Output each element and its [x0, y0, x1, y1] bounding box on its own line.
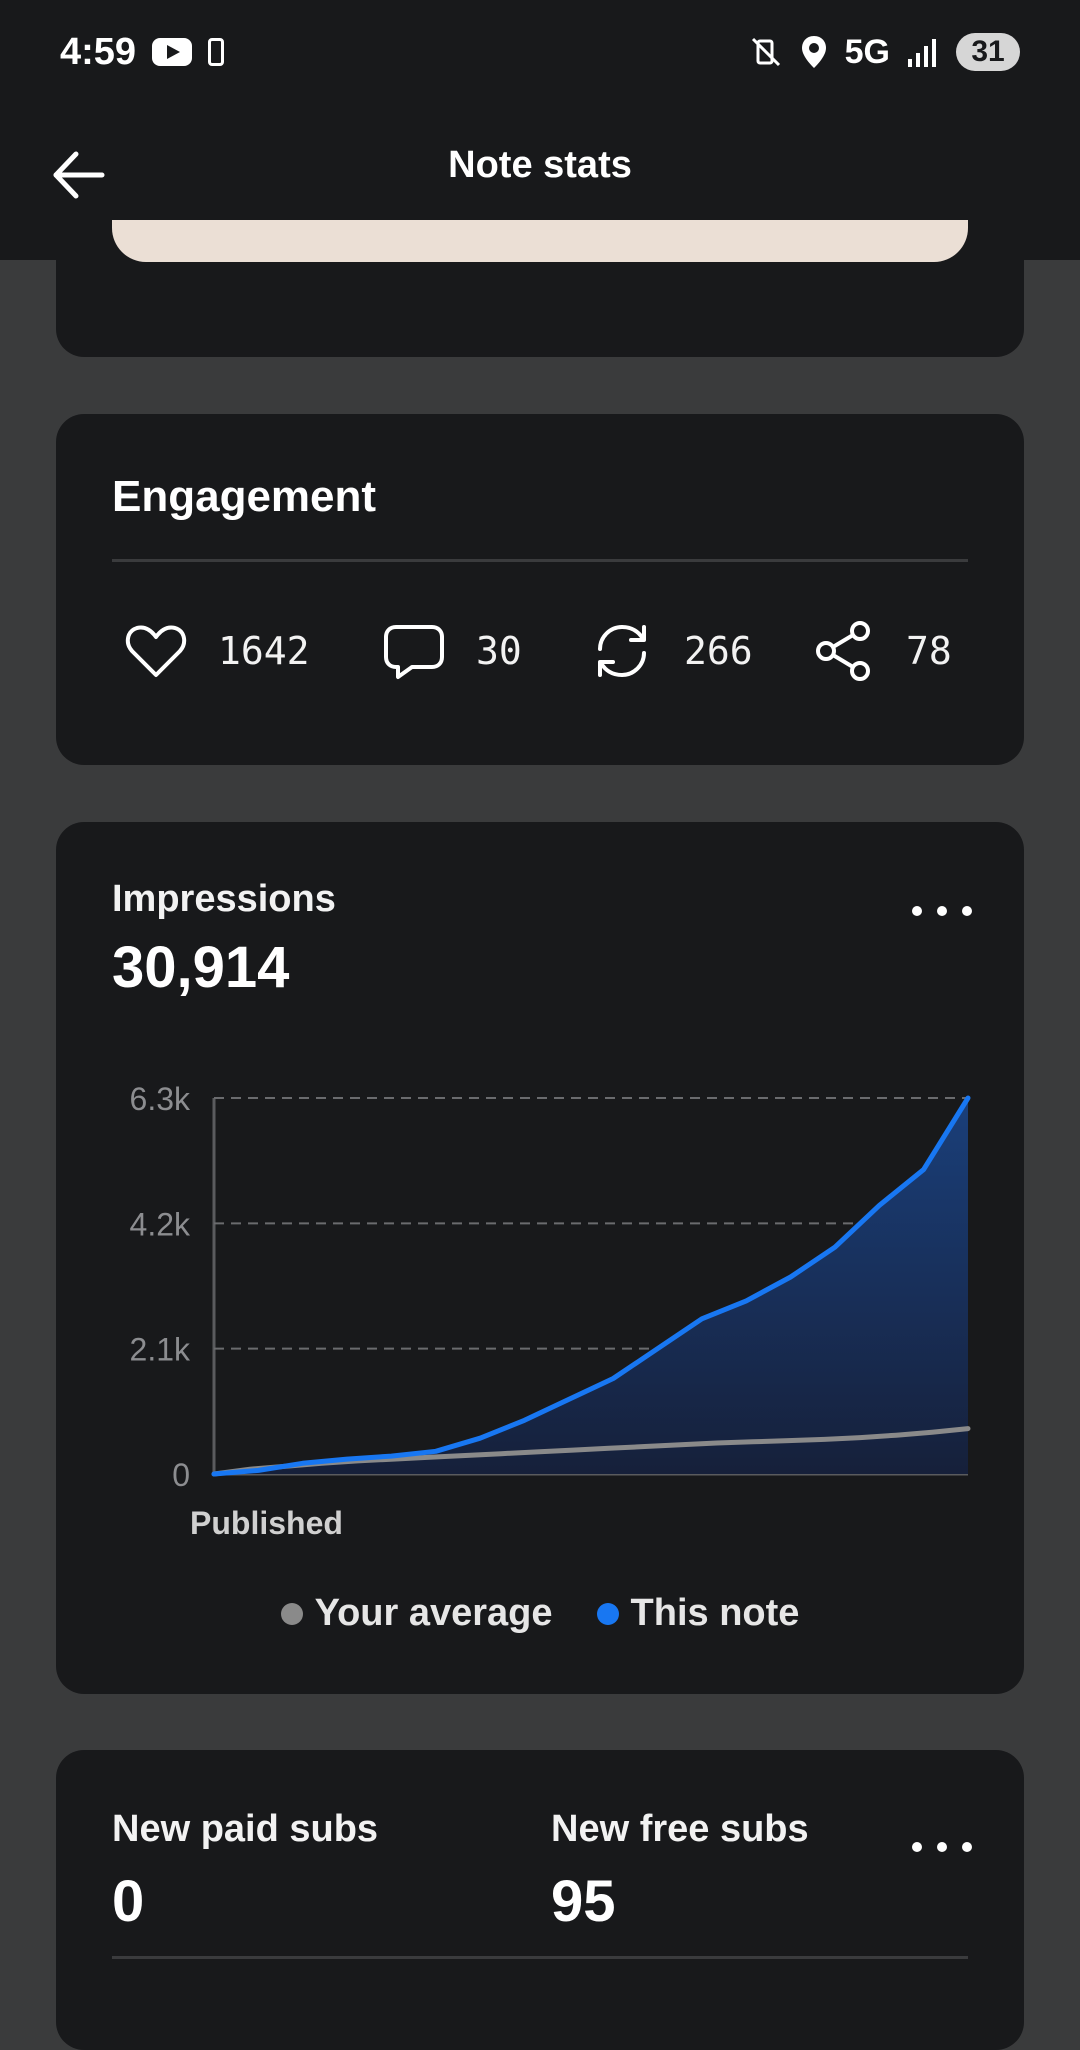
- divider: [112, 559, 968, 562]
- heart-icon: [125, 625, 187, 677]
- network-type: 5G: [844, 32, 890, 71]
- signal-icon: [908, 39, 936, 67]
- likes-count: 1642: [218, 629, 310, 673]
- impressions-value: 30,914: [112, 935, 290, 1000]
- chart-legend: Your average This note: [56, 1592, 1024, 1635]
- more-horizontal-icon[interactable]: [912, 896, 972, 926]
- y-tick-label: 0: [172, 1457, 190, 1493]
- legend-dot-note: [596, 1602, 619, 1625]
- series-area-this-note: [214, 1098, 968, 1474]
- legend-your-average: Your average: [280, 1592, 553, 1635]
- arrow-left-icon[interactable]: [44, 140, 114, 210]
- free-subs-label: New free subs: [551, 1808, 809, 1850]
- phone-icon: [208, 38, 225, 66]
- engagement-title: Engagement: [112, 472, 377, 521]
- free-subs-value: 95: [551, 1869, 616, 1934]
- y-tick-label: 6.3k: [130, 1081, 191, 1117]
- restacks-count: 266: [684, 629, 753, 673]
- comments-count: 30: [476, 629, 522, 673]
- location-icon: [801, 36, 826, 68]
- status-left: 4:59: [60, 30, 225, 74]
- engagement-card: Engagement 1642 30 266 78: [56, 414, 1024, 765]
- impressions-card: Impressions 30,914 0 2.1k 4.2k 6.3k Publishe…: [56, 822, 1024, 1694]
- status-time: 4:59: [60, 30, 137, 73]
- impressions-label: Impressions: [112, 878, 336, 920]
- preview-banner: [112, 220, 968, 262]
- legend-label-average: Your average: [314, 1592, 553, 1634]
- battery-level: 31: [956, 33, 1020, 71]
- series-line-this-note: [211, 1095, 971, 1477]
- likes-stat: 1642: [124, 616, 310, 686]
- x-start-label: Published: [190, 1505, 343, 1541]
- restack-icon: [598, 624, 646, 678]
- status-bar: 4:59 5G 31: [0, 0, 1080, 104]
- share-icon: [816, 621, 870, 681]
- mute-vibrate-icon: [751, 37, 780, 67]
- subscriptions-card: New paid subs 0 New free subs 95: [56, 1750, 1024, 2050]
- legend-this-note: This note: [596, 1592, 800, 1635]
- impressions-chart: 0 2.1k 4.2k 6.3k Published: [130, 1081, 971, 1541]
- legend-label-note: This note: [630, 1592, 800, 1634]
- y-tick-label: 4.2k: [130, 1206, 191, 1242]
- youtube-icon: [152, 38, 193, 66]
- legend-dot-average: [280, 1602, 303, 1625]
- shares-stat: 78: [812, 616, 952, 686]
- status-right: 5G 31: [749, 33, 1020, 72]
- paid-subs-label: New paid subs: [112, 1808, 379, 1850]
- comments-stat: 30: [382, 616, 522, 686]
- more-horizontal-icon[interactable]: [912, 1832, 972, 1862]
- divider: [112, 1956, 968, 1959]
- comment-icon: [384, 625, 444, 679]
- shares-count: 78: [906, 629, 952, 673]
- paid-subs-value: 0: [112, 1869, 145, 1934]
- restacks-stat: 266: [590, 616, 753, 686]
- previous-card: [56, 220, 1024, 357]
- page-title: Note stats: [448, 144, 632, 186]
- y-tick-label: 2.1k: [130, 1332, 191, 1368]
